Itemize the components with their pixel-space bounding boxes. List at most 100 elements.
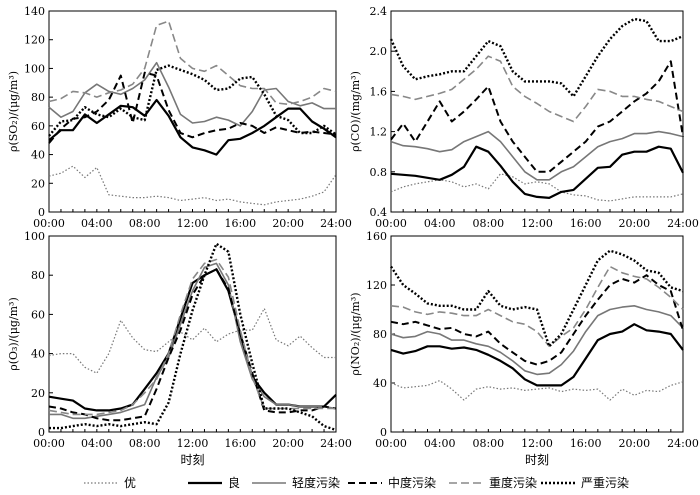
series-line-5 — [48, 20, 337, 106]
series-line-4 — [390, 60, 684, 173]
series-line-2 — [390, 323, 684, 387]
series-line-6 — [48, 64, 337, 137]
legend: 优 良 轻度污染 中度污染 重度污染 严重污染 — [84, 475, 629, 490]
y-tick-label: 1.6 — [370, 85, 388, 98]
chart-panel-4: 0 40 80 120 160 00:00 04:00 08:00 12:00 16:00 20:0… — [349, 230, 699, 467]
series-line-3 — [390, 304, 684, 376]
x-tick-label: 08:00 — [472, 437, 504, 450]
y-axis-title: ρ(CO)/(mg/m³) — [349, 71, 362, 152]
y-tick-label: 80 — [31, 269, 45, 282]
x-tick-label: 00:00 — [375, 437, 407, 450]
legend-item-6: 严重污染 — [541, 475, 629, 490]
y-tick-label: 140 — [24, 5, 45, 18]
x-tick-label: 12:00 — [521, 217, 553, 230]
x-tick-label: 20:00 — [272, 437, 304, 450]
x-tick-label: 24:00 — [667, 217, 699, 230]
legend-item-3: 轻度污染 — [252, 475, 340, 490]
x-tick-label: 16:00 — [570, 437, 602, 450]
series-line-2 — [48, 98, 337, 156]
legend-label: 轻度污染 — [292, 475, 340, 490]
y-tick-label: 0.8 — [370, 166, 388, 179]
series-line-5 — [390, 265, 684, 348]
chart-panel-1: 0 20 40 60 80 100 120 140 00:00 04:00 08:00 12:00 16… — [7, 5, 352, 230]
plot-frame — [48, 235, 337, 433]
series-line-5 — [48, 258, 336, 416]
series-line-6 — [389, 249, 684, 348]
x-tick-label: 00:00 — [33, 217, 65, 230]
series-line-3 — [49, 262, 337, 420]
y-tick-label: 160 — [366, 230, 387, 243]
legend-label: 中度污染 — [388, 475, 436, 490]
y-tick-label: 100 — [24, 230, 45, 243]
y-tick-label: 40 — [373, 377, 387, 390]
series-line-4 — [48, 71, 337, 144]
y-tick-label: 20 — [31, 387, 45, 400]
y-tick-label: 100 — [24, 62, 45, 75]
legend-item-4: 中度污染 — [348, 475, 436, 490]
legend-label: 严重污染 — [581, 475, 629, 490]
series-line-1 — [390, 380, 684, 401]
y-tick-label: 40 — [31, 348, 45, 361]
chart-panel-3: 0 20 40 60 80 100 00:00 04:00 08:00 12:00 16:00 20:… — [7, 230, 352, 467]
x-tick-label: 08:00 — [129, 437, 161, 450]
plot-frame — [390, 10, 684, 213]
legend-label: 重度污染 — [489, 475, 537, 490]
legend-item-5: 重度污染 — [449, 475, 537, 490]
x-tick-label: 00:00 — [33, 437, 65, 450]
x-tick-label: 04:00 — [424, 437, 456, 450]
y-tick-label: 80 — [373, 328, 387, 341]
y-axis-title: ρ(NO₂)/(μg/m³) — [349, 292, 362, 375]
y-tick-label: 0 — [38, 206, 45, 219]
y-tick-label: 40 — [31, 149, 45, 162]
series-line-3 — [48, 61, 336, 127]
x-tick-label: 16:00 — [224, 437, 256, 450]
y-tick-label: 2.4 — [370, 5, 388, 18]
series-line-6 — [389, 17, 684, 98]
x-tick-label: 24:00 — [667, 437, 699, 450]
legend-label: 优 — [124, 476, 136, 490]
x-tick-label: 00:00 — [375, 217, 407, 230]
panels: 0 20 40 60 80 100 120 140 00:00 04:00 08:00 12:00 16… — [7, 5, 699, 467]
x-tick-label: 04:00 — [81, 217, 113, 230]
x-tick-label: 24:00 — [320, 437, 352, 450]
legend-label: 良 — [228, 475, 240, 490]
y-tick-label: 60 — [31, 120, 45, 133]
x-tick-label: 20:00 — [272, 217, 304, 230]
y-tick-label: 2.0 — [370, 45, 388, 58]
x-tick-label: 16:00 — [570, 217, 602, 230]
chart-panel-2: 0.4 0.8 1.2 1.6 2.0 2.4 00:00 04:00 08:00 12:00 16… — [349, 5, 699, 230]
series-line-2 — [390, 145, 684, 199]
y-tick-label: 120 — [366, 279, 387, 292]
x-tick-label: 20:00 — [618, 217, 650, 230]
series-line-4 — [390, 274, 684, 366]
series-line-1 — [48, 165, 337, 206]
x-tick-label: 12:00 — [177, 217, 209, 230]
y-tick-label: 60 — [31, 308, 45, 321]
x-axis-title: 时刻 — [180, 453, 204, 467]
y-axis-title: ρ(O₃)/(μg/m³) — [7, 297, 20, 371]
plot-frame — [390, 235, 684, 433]
legend-item-1: 优 — [84, 476, 136, 490]
y-axis-title: ρ(SO₂)/(μg/m³) — [7, 71, 20, 152]
y-tick-label: 0.4 — [370, 206, 388, 219]
series-line-5 — [390, 55, 684, 123]
x-axis-title: 时刻 — [525, 453, 549, 467]
x-tick-label: 24:00 — [320, 217, 352, 230]
y-tick-label: 0 — [380, 426, 387, 439]
y-tick-label: 20 — [31, 177, 45, 190]
x-tick-label: 16:00 — [224, 217, 256, 230]
x-tick-label: 12:00 — [177, 437, 209, 450]
legend-item-2: 良 — [188, 475, 240, 490]
series-line-1 — [48, 307, 336, 374]
x-tick-label: 20:00 — [618, 437, 650, 450]
x-tick-label: 04:00 — [424, 217, 456, 230]
y-tick-label: 1.2 — [370, 126, 388, 139]
y-tick-label: 120 — [24, 34, 45, 47]
y-tick-label: 80 — [31, 91, 45, 104]
x-tick-label: 08:00 — [472, 217, 504, 230]
series-line-3 — [390, 130, 684, 181]
series-line-6 — [49, 242, 337, 432]
x-tick-label: 12:00 — [521, 437, 553, 450]
series-line-4 — [48, 268, 337, 422]
